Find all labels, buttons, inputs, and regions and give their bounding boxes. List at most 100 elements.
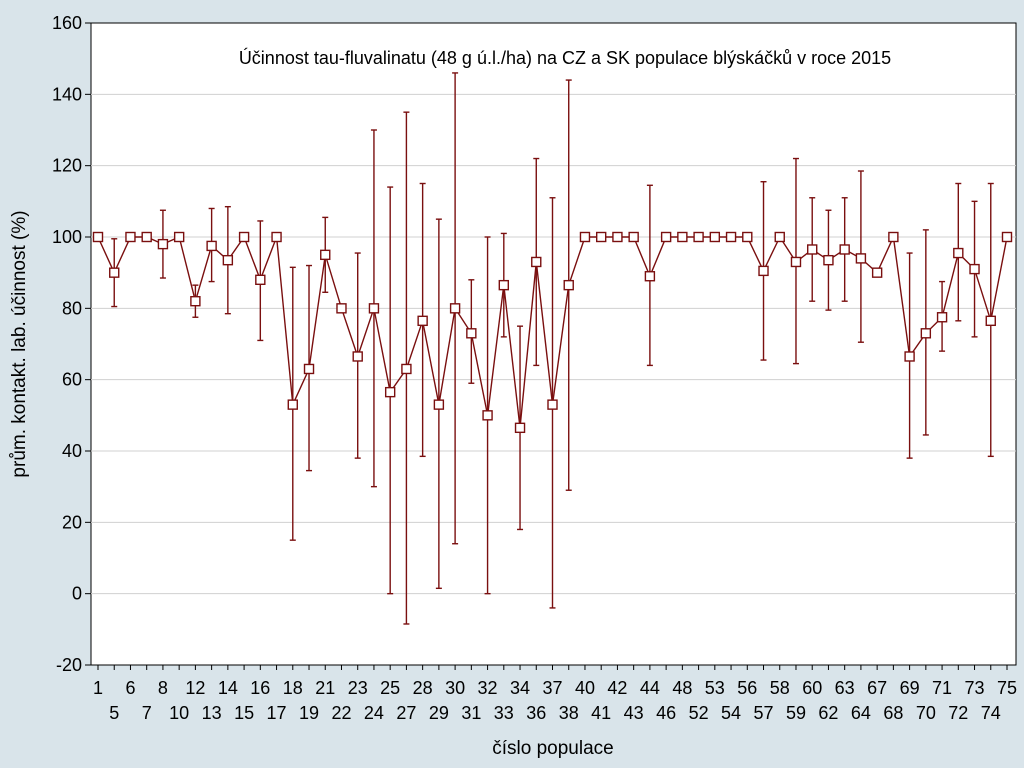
data-point xyxy=(693,231,704,243)
data-point xyxy=(92,231,104,243)
x-tick-label: 23 xyxy=(348,678,368,698)
x-tick-label: 71 xyxy=(932,678,952,698)
x-tick-label: 13 xyxy=(202,703,222,723)
x-tick-label: 15 xyxy=(234,703,254,723)
x-tick-label: 7 xyxy=(142,703,152,723)
x-tick-label: 73 xyxy=(965,678,985,698)
data-point xyxy=(449,303,461,314)
x-tick-label: 58 xyxy=(770,678,790,698)
x-tick-label: 28 xyxy=(413,678,433,698)
data-point xyxy=(985,315,996,327)
data-point xyxy=(644,271,656,282)
x-tick-label: 10 xyxy=(169,703,189,723)
data-point xyxy=(595,231,607,243)
y-axis-title: prům. kontakt. lab. účinnost (%) xyxy=(9,210,30,477)
x-tick-label: 40 xyxy=(575,678,595,698)
y-tick-label: 80 xyxy=(62,298,82,318)
x-tick-label: 70 xyxy=(916,703,936,723)
data-point xyxy=(466,328,477,339)
x-tick-label: 62 xyxy=(818,703,838,723)
y-tick-label: 100 xyxy=(52,227,82,247)
data-point xyxy=(157,238,169,250)
x-tick-label: 25 xyxy=(380,678,400,698)
x-tick-label: 52 xyxy=(689,703,709,723)
data-point xyxy=(384,386,396,398)
x-tick-label: 74 xyxy=(981,703,1001,723)
data-point xyxy=(222,254,234,266)
data-point xyxy=(531,256,542,268)
plot-area xyxy=(90,22,1017,666)
data-point xyxy=(677,231,688,243)
data-point xyxy=(839,244,850,255)
data-point xyxy=(871,267,883,278)
data-point xyxy=(368,303,380,314)
data-point xyxy=(774,231,785,243)
x-tick-label: 1 xyxy=(93,678,103,698)
data-point xyxy=(336,303,347,314)
x-axis-title: číslo populace xyxy=(492,738,613,759)
data-point xyxy=(936,312,948,323)
x-tick-label: 67 xyxy=(867,678,887,698)
data-point xyxy=(1001,231,1013,243)
y-tick-label: 160 xyxy=(52,13,82,33)
data-point xyxy=(855,253,867,264)
data-point xyxy=(109,267,120,278)
data-point xyxy=(547,399,558,410)
y-tick-label: 120 xyxy=(52,156,82,176)
x-tick-label: 12 xyxy=(185,678,205,698)
data-markers xyxy=(92,231,1013,434)
x-tick-label: 37 xyxy=(542,678,562,698)
x-tick-label: 54 xyxy=(721,703,741,723)
y-tick-label: 60 xyxy=(62,370,82,390)
x-tick-label: 38 xyxy=(559,703,579,723)
data-point xyxy=(271,231,282,243)
data-point xyxy=(969,263,980,275)
data-point xyxy=(125,231,136,243)
data-point xyxy=(498,279,510,291)
x-tick-label: 16 xyxy=(250,678,270,698)
x-tick-label: 21 xyxy=(315,678,335,698)
y-tick-label: 0 xyxy=(72,584,82,604)
data-point xyxy=(888,231,899,243)
x-tick-label: 57 xyxy=(754,703,774,723)
x-tick-label: 41 xyxy=(591,703,611,723)
x-tick-label: 44 xyxy=(640,678,660,698)
data-point xyxy=(303,363,315,375)
data-point xyxy=(579,231,591,243)
data-point xyxy=(433,399,445,410)
data-point xyxy=(742,231,753,243)
x-tick-label: 36 xyxy=(526,703,546,723)
x-tick-label: 43 xyxy=(624,703,644,723)
data-point xyxy=(953,247,964,259)
data-point xyxy=(612,231,623,243)
data-point xyxy=(790,256,802,268)
chart-title: Účinnost tau-fluvalinatu (48 g ú.l./ha) … xyxy=(239,47,891,68)
data-point xyxy=(190,296,201,307)
data-point xyxy=(482,410,493,421)
data-point xyxy=(401,363,412,375)
x-tick-label: 34 xyxy=(510,678,530,698)
data-point xyxy=(758,265,769,277)
x-tick-label: 46 xyxy=(656,703,676,723)
data-point xyxy=(238,231,250,243)
data-point xyxy=(920,328,932,339)
data-point xyxy=(807,244,818,255)
y-tick-label: 140 xyxy=(52,84,82,104)
data-point xyxy=(628,231,639,243)
y-tick-label: -20 xyxy=(56,655,82,675)
x-tick-label: 63 xyxy=(835,678,855,698)
x-tick-label: 75 xyxy=(997,678,1017,698)
x-tick-label: 27 xyxy=(396,703,416,723)
data-point xyxy=(563,279,574,291)
x-tick-label: 18 xyxy=(283,678,303,698)
data-point xyxy=(725,231,737,243)
data-point xyxy=(287,399,298,410)
x-tick-label: 29 xyxy=(429,703,449,723)
data-point xyxy=(320,249,331,261)
data-point xyxy=(904,351,915,362)
x-tick-label: 24 xyxy=(364,703,384,723)
x-tick-label: 60 xyxy=(802,678,822,698)
x-tick-label: 33 xyxy=(494,703,514,723)
data-point xyxy=(514,422,526,434)
